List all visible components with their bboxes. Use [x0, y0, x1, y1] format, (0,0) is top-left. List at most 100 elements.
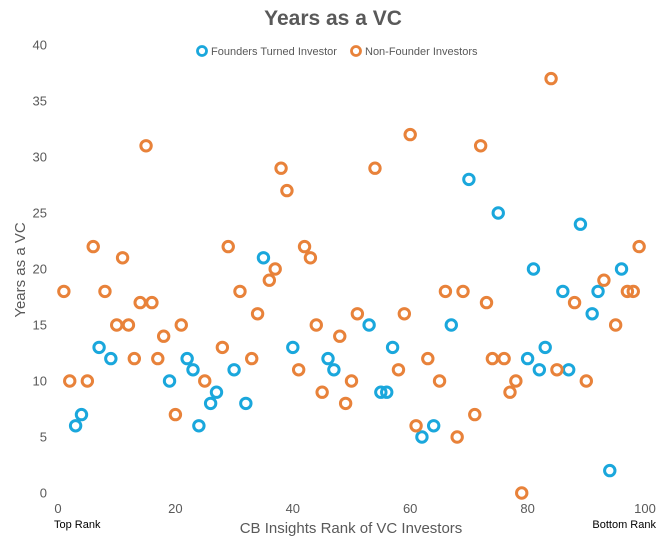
- non-founder-point: [515, 486, 529, 500]
- series-non-founders: [57, 71, 646, 500]
- founder-point: [614, 262, 629, 276]
- non-founder-point: [567, 295, 582, 310]
- founder-point: [256, 251, 271, 265]
- founder-point: [104, 351, 118, 366]
- non-founder-point: [127, 351, 142, 366]
- non-founder-point: [608, 318, 623, 332]
- x-axis-ticks: 0 20 40 60 80 100: [54, 501, 655, 516]
- founder-point: [556, 284, 570, 299]
- founder-point: [526, 262, 541, 276]
- non-founder-point: [397, 307, 412, 321]
- founder-point: [227, 363, 241, 377]
- non-founder-point: [174, 318, 188, 332]
- non-founder-point: [409, 419, 423, 433]
- founder-point: [591, 284, 605, 299]
- non-founder-point: [121, 318, 136, 332]
- non-founder-point: [268, 262, 282, 276]
- non-founder-point: [503, 385, 517, 399]
- founder-point: [362, 318, 376, 332]
- x-tick-label: 0: [54, 501, 61, 516]
- non-founder-point: [333, 329, 347, 343]
- founder-point: [203, 396, 218, 411]
- non-founder-point: [391, 363, 406, 377]
- non-founder-point: [98, 284, 112, 299]
- non-founder-point: [156, 329, 171, 343]
- founder-point: [573, 217, 588, 231]
- non-founder-point: [579, 374, 593, 388]
- non-founder-point: [315, 385, 329, 399]
- non-founder-point: [479, 295, 494, 310]
- x-tick-label: 40: [286, 501, 300, 516]
- founder-point: [180, 351, 194, 366]
- founder-point: [532, 363, 547, 377]
- founder-point: [68, 419, 83, 433]
- founder-point: [520, 351, 535, 366]
- founder-point: [162, 374, 177, 388]
- legend-marker-non-founders: [350, 45, 362, 57]
- non-founder-point: [110, 318, 124, 332]
- non-founder-point: [262, 273, 277, 287]
- non-founder-point: [309, 318, 323, 332]
- founder-point: [380, 385, 394, 399]
- x-rank-label-bottom: Bottom Rank: [592, 519, 656, 531]
- legend-label-founders: Founders Turned Investor: [211, 46, 337, 58]
- founder-point: [286, 340, 300, 355]
- non-founder-point: [438, 284, 453, 299]
- non-founder-point: [497, 351, 511, 366]
- founder-point: [444, 318, 458, 332]
- founder-point: [603, 463, 617, 478]
- legend: Founders Turned Investor Non-Founder Inv…: [196, 45, 478, 58]
- non-founder-point: [221, 239, 235, 254]
- y-tick-label: 10: [33, 374, 47, 389]
- non-founder-point: [168, 407, 183, 422]
- founder-point: [462, 172, 476, 187]
- non-founder-point: [80, 374, 95, 388]
- founder-point: [327, 363, 341, 377]
- non-founder-point: [421, 351, 435, 366]
- non-founder-point: [139, 139, 153, 153]
- non-founder-point: [626, 284, 640, 299]
- non-founder-point: [403, 127, 417, 142]
- founder-point: [538, 340, 552, 355]
- founder-point: [74, 407, 89, 422]
- non-founder-point: [544, 71, 558, 86]
- legend-marker-founders: [196, 45, 208, 57]
- founder-point: [321, 351, 335, 366]
- non-founder-point: [432, 374, 447, 388]
- non-founder-point: [145, 295, 159, 310]
- y-tick-label: 35: [33, 94, 47, 109]
- founder-point: [585, 307, 599, 321]
- non-founder-point: [620, 284, 635, 299]
- non-founder-point: [133, 295, 147, 310]
- non-founder-point: [250, 307, 265, 321]
- y-tick-label: 15: [33, 318, 47, 333]
- y-axis-ticks: 0 5 10 15 20 25 30 35 40: [33, 38, 47, 501]
- non-founder-point: [473, 139, 488, 153]
- non-founder-point: [350, 307, 365, 321]
- founder-point: [239, 396, 253, 411]
- y-tick-label: 25: [33, 206, 47, 221]
- founder-point: [192, 419, 206, 433]
- non-founder-point: [151, 351, 165, 366]
- non-founder-point: [338, 396, 353, 411]
- x-tick-label: 60: [403, 501, 417, 516]
- y-tick-label: 0: [40, 486, 47, 501]
- series-founders: [68, 172, 629, 478]
- non-founder-point: [509, 374, 523, 388]
- non-founder-point: [215, 340, 230, 355]
- founder-point: [92, 340, 106, 355]
- non-founder-point: [550, 363, 564, 377]
- non-founder-point: [597, 273, 611, 287]
- non-founder-point: [297, 239, 312, 254]
- data-points: [57, 71, 646, 500]
- x-rank-label-top: Top Rank: [54, 519, 101, 531]
- non-founder-point: [245, 351, 259, 366]
- founder-point: [374, 385, 388, 399]
- x-axis-title: CB Insights Rank of VC Investors: [240, 520, 463, 537]
- y-tick-label: 40: [33, 38, 47, 53]
- non-founder-point: [198, 374, 212, 388]
- non-founder-point: [233, 284, 247, 299]
- non-founder-point: [63, 374, 77, 388]
- founder-point: [186, 363, 200, 377]
